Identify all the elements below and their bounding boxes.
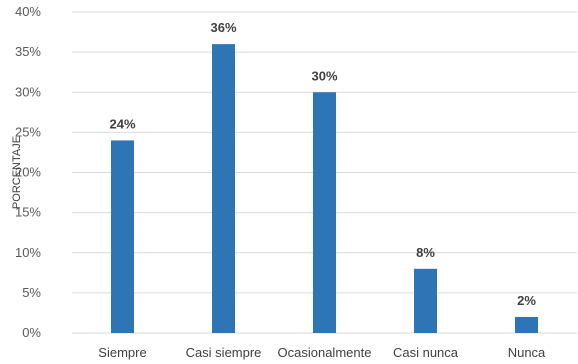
y-tick-label: 15% — [15, 205, 41, 220]
x-category-label: Ocasionalmente — [278, 345, 372, 360]
bar — [515, 316, 538, 333]
x-category-label: Casi siempre — [186, 345, 262, 360]
bar — [111, 140, 134, 333]
bar — [212, 44, 235, 333]
y-axis-title: PORCENTAJE — [11, 136, 23, 209]
y-tick-label: 20% — [15, 165, 41, 180]
data-label: 2% — [517, 293, 536, 308]
bar — [414, 268, 437, 333]
y-tick-label: 25% — [15, 124, 41, 139]
x-category-label: Siempre — [98, 345, 146, 360]
y-tick-label: 5% — [22, 285, 41, 300]
bars — [111, 44, 538, 333]
y-tick-label: 30% — [15, 84, 41, 99]
y-tick-label: 35% — [15, 44, 41, 59]
x-category-label: Casi nunca — [393, 345, 459, 360]
data-label: 36% — [210, 20, 236, 35]
x-category-label: Nunca — [508, 345, 546, 360]
y-tick-label: 40% — [15, 4, 41, 19]
y-axis-ticks: 0% 5% 10% 15% 20% 25% 30% 35% 40% — [15, 4, 41, 340]
data-label: 24% — [109, 116, 135, 131]
x-axis-categories: Siempre Casi siempre Ocasionalmente Casi nu… — [98, 345, 546, 360]
data-label: 30% — [311, 68, 337, 83]
y-tick-label: 10% — [15, 245, 41, 260]
data-label: 8% — [416, 245, 435, 260]
bar — [313, 92, 336, 333]
y-tick-label: 0% — [22, 325, 41, 340]
data-labels: 24% 36% 30% 8% 2% — [109, 20, 536, 308]
